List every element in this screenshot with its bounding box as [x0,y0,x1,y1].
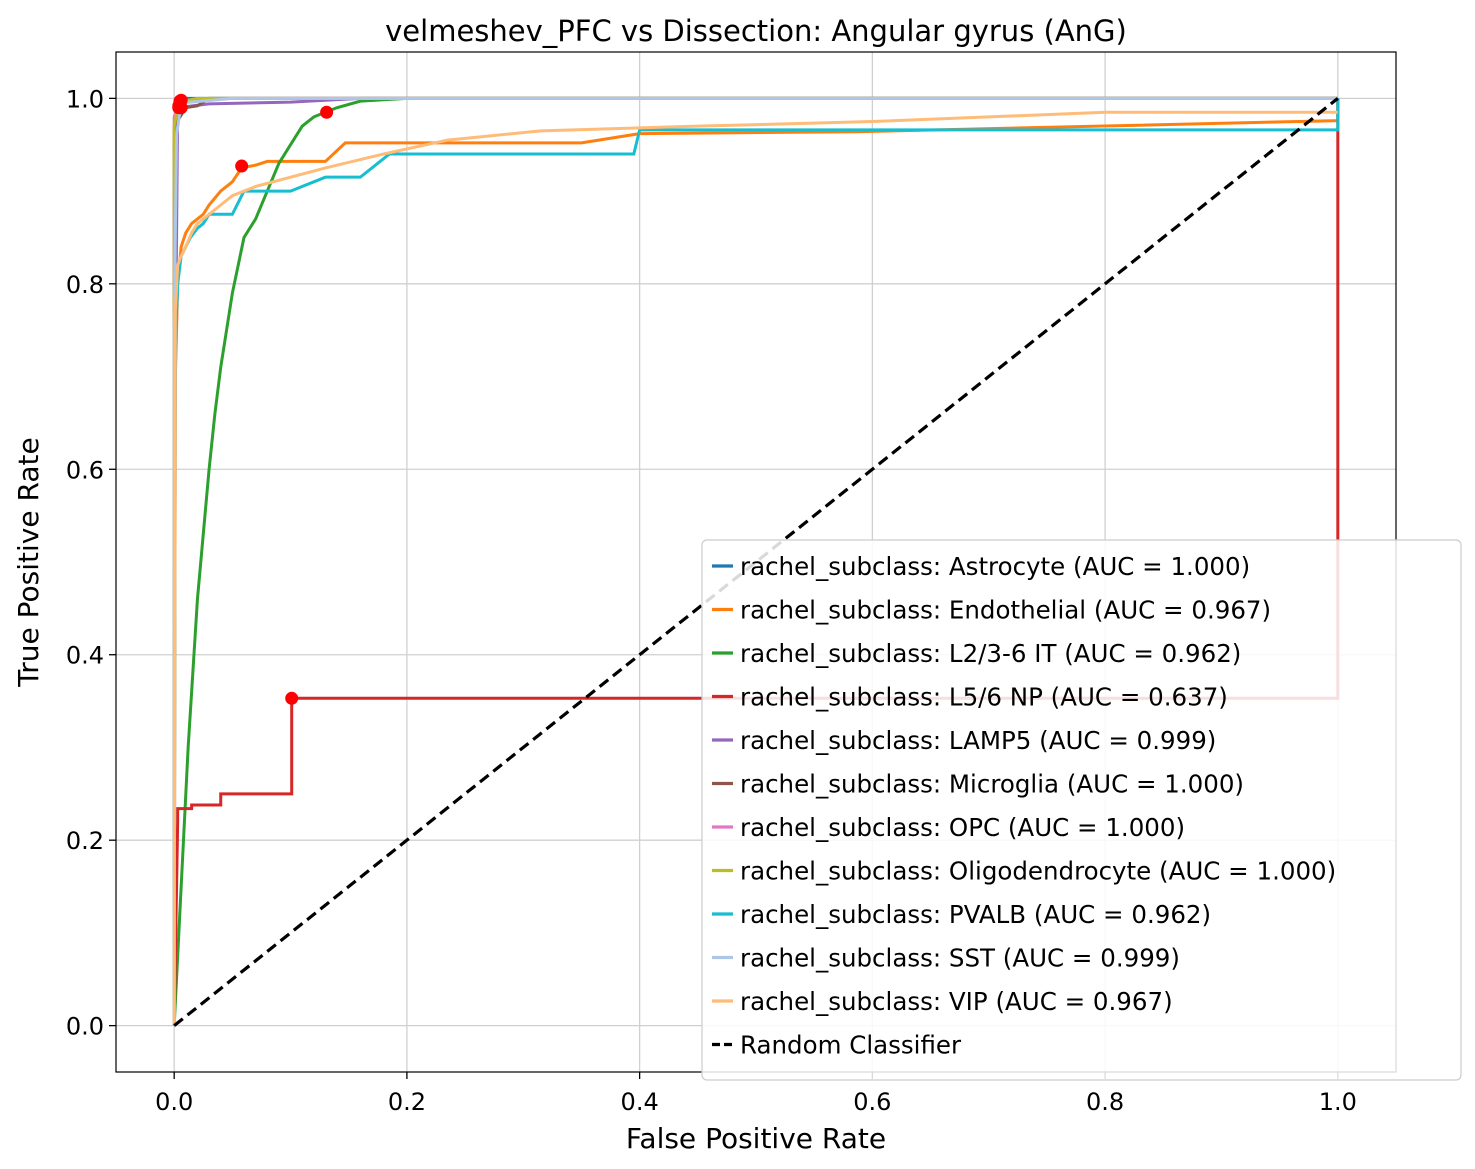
legend-label: rachel_subclass: Microglia (AUC = 1.000) [740,770,1244,799]
legend-label: rachel_subclass: PVALB (AUC = 0.962) [740,900,1211,929]
series-line-l5-6-np [172,98,1340,1026]
legend-label: rachel_subclass: Astrocyte (AUC = 1.000) [740,552,1250,581]
x-axis-label: False Positive Rate [626,1122,886,1155]
chart-title: velmeshev_PFC vs Dissection: Angular gyr… [385,14,1127,48]
x-tick-label: 0.0 [155,1088,193,1116]
grid [116,52,1396,1072]
threshold-marker-endothelial [235,159,249,173]
legend-label: rachel_subclass: L5/6 NP (AUC = 0.637) [740,683,1228,712]
legend-label: rachel_subclass: SST (AUC = 0.999) [740,944,1180,973]
x-tick-label: 0.4 [621,1088,659,1116]
legend-label: rachel_subclass: OPC (AUC = 1.000) [740,813,1185,842]
y-tick-label: 0.8 [66,271,104,299]
y-tick-label: 1.0 [66,85,104,113]
y-tick-label: 0.2 [66,827,104,855]
legend-box [701,539,1462,1081]
series-line-random-classifier [173,97,1339,1027]
y-axis-label: True Positive Rate [12,437,45,687]
x-axis-ticks: 0.0 0.2 0.4 0.6 0.8 1.0 [155,1072,1357,1116]
x-tick-label: 0.6 [853,1088,891,1116]
legend-label: Random Classifier [740,1031,962,1060]
y-tick-label: 0.4 [66,642,104,670]
legend-label: rachel_subclass: L2/3-6 IT (AUC = 0.962) [740,639,1241,668]
threshold-marker-l5-6-np [285,691,299,705]
x-tick-label: 1.0 [1319,1088,1357,1116]
x-tick-label: 0.8 [1086,1088,1124,1116]
y-tick-label: 0.0 [66,1013,104,1041]
x-tick-label: 0.2 [388,1088,426,1116]
threshold-marker-vip [172,101,186,115]
threshold-markers [172,93,334,705]
series-line-vip [172,110,1338,1026]
y-axis-ticks: 0.0 0.2 0.4 0.6 0.8 1.0 [66,85,116,1041]
legend-label: rachel_subclass: Endothelial (AUC = 0.96… [740,596,1271,625]
y-tick-label: 0.6 [66,456,104,484]
legend: rachel_subclass: Astrocyte (AUC = 1.000)… [701,539,1462,1081]
legend-label: rachel_subclass: LAMP5 (AUC = 0.999) [740,726,1216,755]
series-line-endothelial [172,98,1340,1026]
legend-label: rachel_subclass: Oligodendrocyte (AUC = … [740,857,1336,886]
threshold-marker-l2-3-6-it [320,105,334,119]
series-lines [172,96,1340,1027]
legend-label: rachel_subclass: VIP (AUC = 0.967) [740,987,1173,1016]
